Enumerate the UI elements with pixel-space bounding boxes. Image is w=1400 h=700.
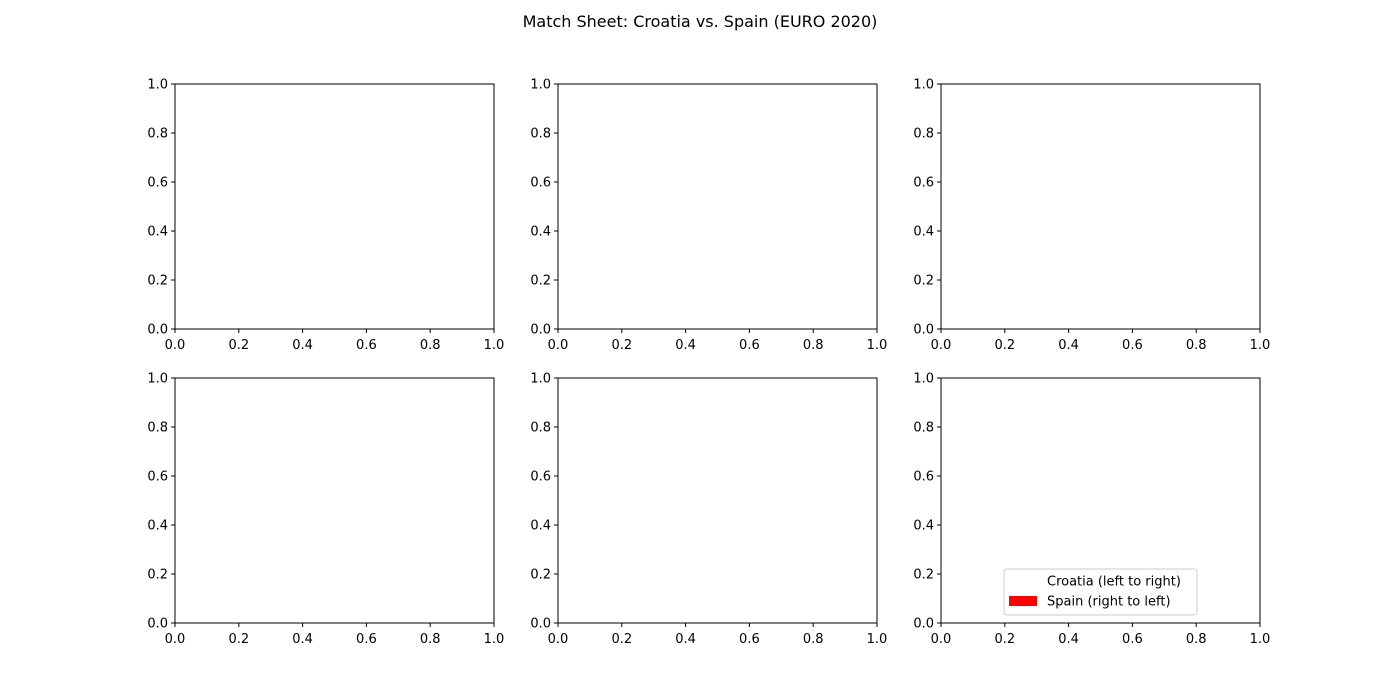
x-tick-label: 0.6	[739, 338, 760, 353]
y-tick-label: 0.2	[530, 274, 551, 289]
legend-swatch	[1009, 576, 1037, 586]
x-tick-label: 0.0	[548, 632, 569, 647]
y-tick-label: 1.0	[530, 78, 551, 93]
figure-title: Match Sheet: Croatia vs. Spain (EURO 202…	[523, 12, 878, 31]
x-tick-label: 1.0	[484, 338, 505, 353]
x-tick-label: 0.4	[1058, 632, 1079, 647]
x-tick-label: 0.8	[420, 338, 441, 353]
y-tick-label: 0.4	[913, 225, 934, 240]
y-tick-label: 0.2	[530, 568, 551, 583]
x-tick-label: 0.4	[292, 632, 313, 647]
y-tick-label: 1.0	[530, 372, 551, 387]
x-tick-label: 0.8	[803, 338, 824, 353]
y-tick-label: 1.0	[147, 372, 168, 387]
x-tick-label: 0.0	[165, 338, 186, 353]
y-tick-label: 0.0	[530, 323, 551, 338]
y-tick-label: 0.0	[147, 323, 168, 338]
x-tick-label: 0.8	[1186, 632, 1207, 647]
x-tick-label: 0.0	[165, 632, 186, 647]
x-tick-label: 0.0	[548, 338, 569, 353]
axes-frame	[174, 83, 495, 330]
x-tick-label: 0.4	[292, 338, 313, 353]
y-tick-label: 0.4	[530, 519, 551, 534]
x-tick-label: 0.6	[1122, 632, 1143, 647]
axes-frame	[557, 377, 878, 624]
subplot-4: 0.0 0.2 0.4 0.6 0.8 1.0 0.0 0.2 0.4 0.6 0.8 1.0	[147, 372, 504, 648]
y-tick-label: 0.8	[913, 127, 934, 142]
x-tick-label: 1.0	[1250, 338, 1271, 353]
subplot-3: 0.0 0.2 0.4 0.6 0.8 1.0 0.0 0.2 0.4 0.6 0.8 1.0	[913, 78, 1270, 354]
x-tick-label: 0.8	[420, 632, 441, 647]
y-tick-label: 0.2	[147, 274, 168, 289]
axes-frame	[557, 83, 878, 330]
x-tick-label: 0.4	[1058, 338, 1079, 353]
subplot-1: 0.0 0.2 0.4 0.6 0.8 1.0 0.0 0.2 0.4 0.6 0.8 1.0	[147, 78, 504, 354]
y-tick-label: 0.4	[147, 225, 168, 240]
y-tick-label: 0.8	[530, 127, 551, 142]
subplot-5: 0.0 0.2 0.4 0.6 0.8 1.0 0.0 0.2 0.4 0.6 0.8 1.0	[530, 372, 887, 648]
x-tick-label: 0.2	[611, 338, 632, 353]
y-tick-label: 0.6	[147, 176, 168, 191]
y-tick-label: 0.6	[913, 176, 934, 191]
y-tick-label: 0.2	[913, 568, 934, 583]
y-tick-label: 0.0	[913, 323, 934, 338]
legend-swatch	[1009, 596, 1037, 606]
x-tick-label: 0.2	[228, 632, 249, 647]
x-tick-label: 0.0	[931, 338, 952, 353]
y-tick-label: 0.6	[530, 176, 551, 191]
x-tick-label: 0.2	[228, 338, 249, 353]
x-tick-label: 0.0	[931, 632, 952, 647]
x-tick-label: 0.6	[1122, 338, 1143, 353]
y-tick-label: 0.4	[913, 519, 934, 534]
subplot-grid: 0.0 0.2 0.4 0.6 0.8 1.00.00.20.40.60.81.00.0 0…	[147, 78, 1270, 648]
y-tick-label: 1.0	[913, 78, 934, 93]
legend-box	[1003, 568, 1198, 616]
y-tick-label: 0.6	[530, 470, 551, 485]
x-tick-label: 0.8	[1186, 338, 1207, 353]
x-tick-label: 0.6	[356, 632, 377, 647]
axes-frame	[940, 83, 1261, 330]
y-tick-label: 0.4	[530, 225, 551, 240]
y-tick-label: 0.2	[147, 568, 168, 583]
x-tick-label: 0.2	[994, 338, 1015, 353]
y-tick-label: 0.8	[913, 421, 934, 436]
y-tick-label: 1.0	[147, 78, 168, 93]
axes-frame	[940, 377, 1261, 624]
y-tick-label: 0.0	[530, 617, 551, 632]
x-tick-label: 1.0	[867, 338, 888, 353]
x-tick-label: 0.4	[675, 632, 696, 647]
x-tick-label: 0.6	[739, 632, 760, 647]
axes-frame	[174, 377, 495, 624]
x-tick-label: 0.8	[803, 632, 824, 647]
x-tick-label: 1.0	[867, 632, 888, 647]
legend-label: Spain (right to left)	[1047, 595, 1171, 610]
x-tick-label: 0.2	[994, 632, 1015, 647]
y-tick-label: 0.0	[913, 617, 934, 632]
x-tick-label: 0.2	[611, 632, 632, 647]
subplot-6: 0.0 0.2 0.4 0.6 0.8 1.0 0.0 0.2 0.4 0.6 0.8 1.0 Croa…	[913, 372, 1270, 648]
y-tick-label: 1.0	[913, 372, 934, 387]
legend-label: Croatia (left to right)	[1047, 575, 1181, 590]
x-tick-label: 0.6	[356, 338, 377, 353]
x-tick-label: 1.0	[484, 632, 505, 647]
subplot-2: 0.0 0.2 0.4 0.6 0.8 1.0 0.0 0.2 0.4 0.6 0.8 1.0	[530, 78, 887, 354]
x-tick-label: 1.0	[1250, 632, 1271, 647]
x-tick-label: 0.4	[675, 338, 696, 353]
y-tick-label: 0.0	[147, 617, 168, 632]
y-tick-label: 0.4	[147, 519, 168, 534]
y-tick-label: 0.8	[147, 127, 168, 142]
legend: Croatia (left to right) Spain (right to l…	[1003, 568, 1198, 616]
y-tick-label: 0.6	[913, 470, 934, 485]
y-tick-label: 0.2	[913, 274, 934, 289]
y-tick-label: 0.6	[147, 470, 168, 485]
y-tick-label: 0.8	[530, 421, 551, 436]
y-tick-label: 0.8	[147, 421, 168, 436]
